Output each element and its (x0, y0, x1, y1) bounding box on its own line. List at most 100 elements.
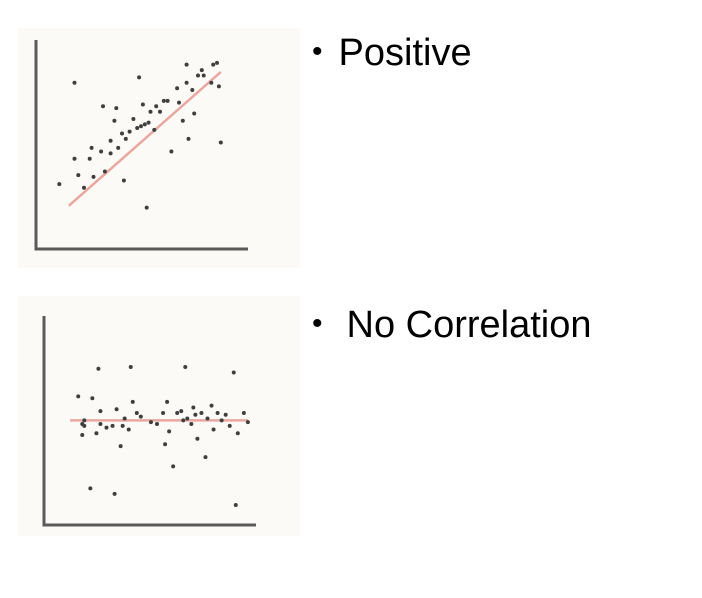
no-correlation-data-point (104, 425, 109, 430)
no-correlation-data-point (128, 364, 133, 369)
no-correlation-data-point (120, 423, 125, 428)
positive-data-point (146, 120, 151, 125)
bullet-symbol: • (312, 35, 323, 68)
no-correlation-data-point (245, 420, 250, 425)
no-correlation-data-point (235, 431, 240, 436)
positive-data-point (108, 151, 113, 156)
positive-data-point (216, 84, 221, 89)
positive-data-point (131, 116, 136, 121)
positive-data-point (116, 145, 121, 150)
no-correlation-data-point (203, 455, 208, 460)
no-correlation-data-point (90, 396, 95, 401)
positive-data-point (99, 149, 104, 154)
positive-data-point (152, 127, 157, 132)
no-correlation-data-point (179, 409, 184, 414)
positive-data-point (180, 118, 185, 123)
positive-data-point (89, 145, 94, 150)
no-correlation-data-point (215, 410, 220, 415)
no-correlation-data-point (112, 491, 117, 496)
positive-data-point (161, 98, 166, 103)
no-correlation-axes (42, 316, 256, 527)
positive-data-point (218, 140, 223, 145)
positive-data-point (102, 169, 107, 174)
positive-data-point (72, 80, 77, 85)
no-correlation-data-point (181, 418, 186, 423)
positive-data-point (139, 124, 143, 129)
no-correlation-data-point (76, 394, 81, 399)
positive-data-point (108, 138, 113, 143)
positive-data-point (201, 73, 206, 78)
positive-data-point (215, 60, 219, 65)
no-correlation-data-point (163, 442, 168, 447)
no-correlation-data-point (195, 436, 200, 441)
positive-data-point (142, 122, 147, 127)
no-correlation-data-point (126, 427, 131, 432)
no-correlation-data-point (175, 410, 180, 415)
positive-axes (34, 40, 248, 251)
positive-data-point (140, 102, 145, 107)
positive-data-point (87, 156, 92, 161)
no-correlation-data-point (80, 433, 85, 438)
positive-data-point (144, 205, 149, 210)
bullet-symbol: • (312, 307, 323, 340)
positive-data-point (57, 182, 62, 187)
no-correlation-data-point (118, 444, 123, 449)
no-correlation-data-point (82, 423, 87, 428)
no-correlation-data-point (130, 399, 135, 404)
positive-data-point (82, 185, 86, 190)
no-correlation-data-point (134, 410, 139, 415)
bullet-positive: • Positive (312, 34, 472, 72)
no-correlation-data-point (122, 416, 127, 421)
positive-data-point (175, 86, 180, 91)
no-correlation-data-point (227, 423, 232, 428)
positive-data-point (177, 100, 181, 105)
no-correlation-data-point (96, 366, 101, 371)
bullet-no-correlation-label: No Correlation (346, 304, 592, 346)
no-correlation-data-point (94, 431, 99, 436)
positive-data-point (148, 109, 153, 114)
no-correlation-data-point (148, 420, 153, 425)
no-correlation-data-point (98, 422, 103, 426)
no-correlation-data-point (114, 407, 119, 412)
no-correlation-data-point (167, 429, 172, 434)
positive-trend-line (67, 70, 222, 207)
positive-data-point (101, 104, 105, 109)
bullet-no-correlation: • No Correlation (312, 306, 592, 344)
no-correlation-data-point (241, 410, 246, 415)
no-correlation-data-point (82, 418, 87, 423)
positive-data-point (186, 136, 191, 141)
no-correlation-scatter-plot (18, 296, 300, 536)
bullet-positive-label: Positive (338, 32, 472, 74)
positive-data-point (112, 118, 117, 123)
positive-data-point (121, 178, 126, 183)
no-correlation-data-point (110, 423, 115, 428)
positive-data-point (184, 62, 189, 67)
no-correlation-data-point (199, 410, 204, 415)
positive-data-point (165, 98, 170, 103)
no-correlation-data-point (219, 418, 224, 423)
positive-data-point (192, 111, 197, 116)
no-correlation-data-point (98, 409, 103, 414)
positive-data-point (123, 136, 128, 141)
no-correlation-data-point (191, 405, 196, 410)
no-correlation-data-point (223, 412, 228, 417)
positive-data-point (91, 174, 96, 179)
positive-data-point (72, 156, 77, 161)
positive-data-point (209, 80, 214, 85)
no-correlation-data-point (161, 410, 166, 415)
no-correlation-scatter-svg (42, 316, 256, 527)
no-correlation-data-point (185, 416, 190, 421)
no-correlation-data-point (231, 370, 236, 375)
no-correlation-data-point (205, 416, 210, 421)
no-correlation-data-point (165, 399, 170, 404)
no-correlation-data-point (233, 502, 238, 507)
positive-data-point (135, 126, 140, 131)
positive-data-point (184, 80, 189, 85)
positive-data-point (76, 173, 81, 178)
no-correlation-data-point (193, 412, 198, 417)
no-correlation-data-point (171, 464, 176, 469)
positive-data-point (190, 88, 195, 93)
no-correlation-data-point (183, 364, 188, 369)
no-correlation-data-point (189, 422, 194, 426)
no-correlation-data-point (209, 403, 214, 408)
